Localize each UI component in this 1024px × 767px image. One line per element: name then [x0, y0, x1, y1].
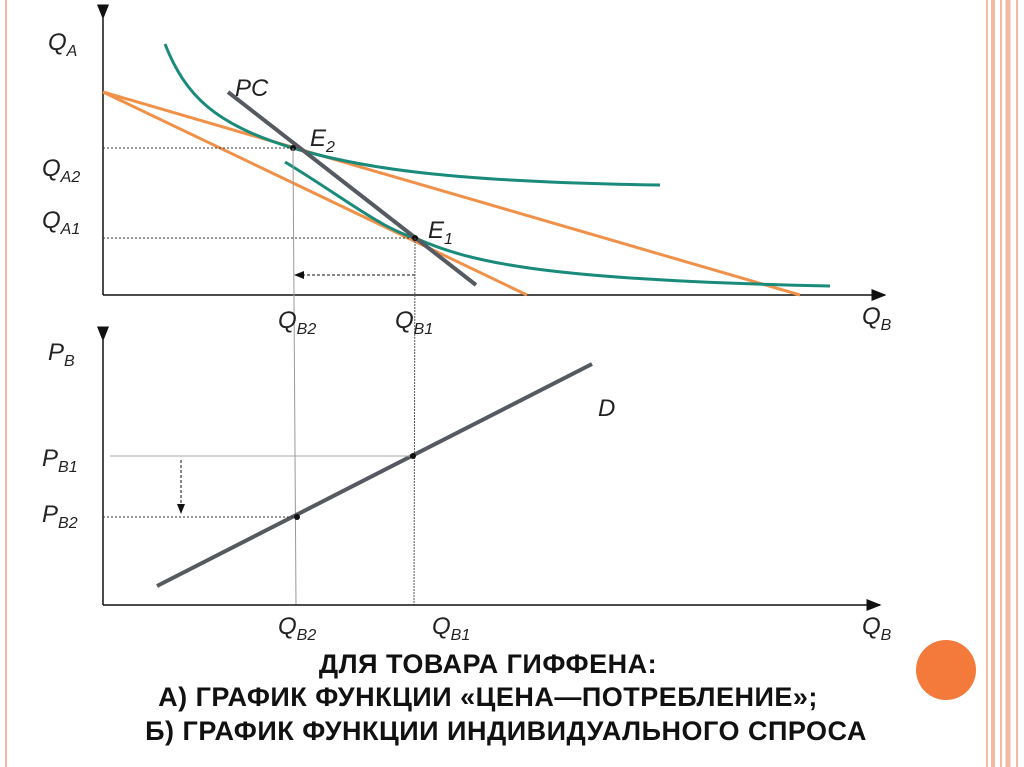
- guide-line: [413, 237, 416, 606]
- tick-label: QB1: [432, 613, 470, 644]
- curve-label: D: [598, 395, 615, 422]
- tick-label: QA1: [42, 207, 80, 238]
- top-graph: [97, 4, 887, 301]
- budget-line: [102, 90, 528, 297]
- caption-line: ДЛЯ ТОВАРА ГИФФЕНА:: [319, 649, 657, 679]
- pc-line: [226, 90, 478, 287]
- axis-label: QB: [862, 613, 892, 644]
- tick-label: QB2: [278, 307, 316, 338]
- axis-label: QA: [48, 29, 77, 60]
- indifference-curve: [284, 160, 831, 288]
- axis-label: QB: [862, 303, 892, 334]
- bottom-graph: [97, 326, 882, 611]
- border-decoration: [5, 0, 1018, 767]
- tick-label: QB1: [395, 307, 433, 338]
- tick-label: PB1: [42, 445, 78, 476]
- axis-label: PB: [48, 339, 75, 370]
- point-label: E2: [310, 125, 335, 156]
- guide-line: [292, 147, 297, 606]
- tick-label: QB2: [278, 613, 316, 644]
- decor-circle: [916, 640, 976, 700]
- caption-line: Б) ГРАФИК ФУНКЦИИ ИНДИВИДУАЛЬНОГО СПРОСА: [145, 716, 867, 746]
- indifference-curve: [163, 43, 661, 187]
- tick-label: QA2: [42, 155, 80, 186]
- point: [294, 514, 300, 520]
- budget-line: [102, 90, 801, 297]
- tick-label: PB2: [42, 501, 78, 532]
- caption-line: А) ГРАФИК ФУНКЦИИ «ЦЕНА—ПОТРЕБЛЕНИЕ»;: [158, 682, 818, 712]
- point: [410, 453, 416, 459]
- curve-label: PC: [235, 75, 269, 102]
- demand-line: [156, 362, 593, 588]
- point-label: E1: [428, 217, 453, 248]
